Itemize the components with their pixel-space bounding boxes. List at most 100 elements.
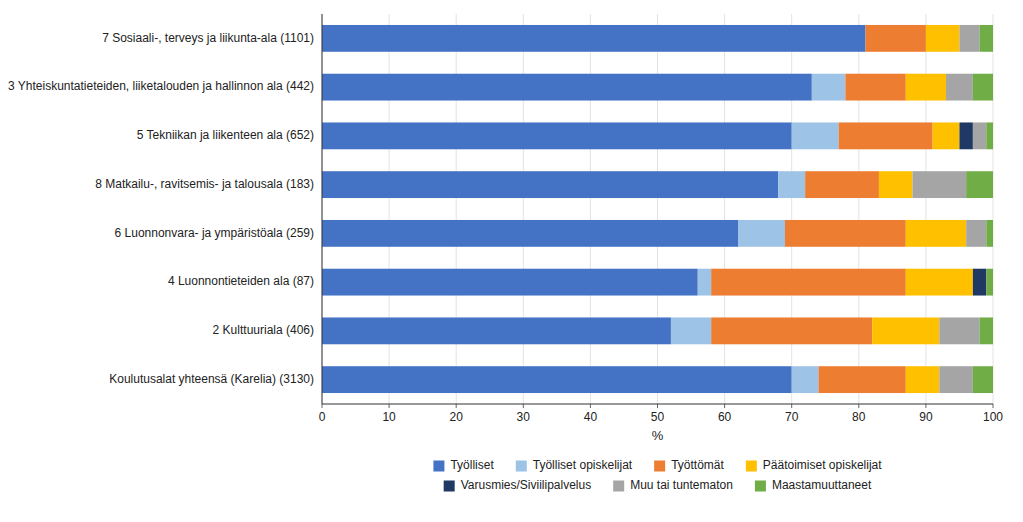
bar-segment <box>973 74 993 101</box>
bar-segment <box>926 25 960 52</box>
tick-mark <box>925 404 926 408</box>
bar-segment <box>986 122 993 149</box>
legend-swatch <box>516 461 527 472</box>
bar-segment <box>906 74 946 101</box>
bar-segment <box>966 220 986 247</box>
bar-segment <box>946 74 973 101</box>
legend-label: Varusmies/Siviilipalvelus <box>461 478 592 492</box>
tick-label: 100 <box>983 410 1003 424</box>
bar-segment <box>778 171 805 198</box>
grid-line <box>523 14 524 404</box>
bar-segment <box>738 220 785 247</box>
bar-segment <box>939 317 979 344</box>
bar-segment <box>906 366 940 393</box>
category-label: 6 Luonnonvara- ja ympäristöala (259) <box>115 226 314 240</box>
tick-label: 50 <box>651 410 665 424</box>
bar-segment <box>872 317 939 344</box>
tick-mark <box>523 404 524 408</box>
grid-line <box>791 14 792 404</box>
bar-segment <box>805 171 879 198</box>
legend-item: Maastamuuttaneet <box>755 478 872 492</box>
tick-mark <box>590 404 591 408</box>
category-label: Koulutusalat yhteensä (Karelia) (3130) <box>109 372 314 386</box>
bar-segment <box>986 269 993 296</box>
legend-label: Työlliset opiskelijat <box>533 458 633 472</box>
bars <box>322 25 993 393</box>
tick-mark <box>389 404 390 408</box>
legend-label: Muu tai tuntematon <box>630 478 733 492</box>
y-axis-line <box>322 14 323 404</box>
legend-item: Työlliset <box>433 458 494 472</box>
legend-item: Työttömät <box>654 458 724 472</box>
bar-segment <box>322 317 671 344</box>
tick-mark <box>858 404 859 408</box>
tick-label: 10 <box>382 410 396 424</box>
tick-mark <box>657 404 658 408</box>
legend-swatch <box>433 461 444 472</box>
tick-label: 90 <box>919 410 933 424</box>
tick-mark <box>322 404 323 408</box>
bar-segment <box>785 220 906 247</box>
tick-label: 80 <box>852 410 866 424</box>
bar-segment <box>322 171 778 198</box>
bar-segment <box>973 366 993 393</box>
bar-segment <box>912 171 966 198</box>
grid-line <box>657 14 658 404</box>
grid-line <box>858 14 859 404</box>
bar-segment <box>959 122 972 149</box>
tick-mark <box>791 404 792 408</box>
tick-mark <box>993 404 994 408</box>
bar-segment <box>322 25 866 52</box>
tick-label: 60 <box>718 410 732 424</box>
bar-segment <box>322 74 812 101</box>
legend-swatch <box>613 481 624 492</box>
legend-swatch <box>654 461 665 472</box>
bar-segment <box>711 317 872 344</box>
legend-label: Päätoimiset opiskelijat <box>763 458 882 472</box>
category-label: 4 Luonnontieteiden ala (87) <box>168 274 314 288</box>
bar-segment <box>792 122 839 149</box>
legend-label: Työttömät <box>671 458 724 472</box>
bar-segment <box>711 269 906 296</box>
series <box>966 25 993 393</box>
tick-mark <box>724 404 725 408</box>
bar-segment <box>933 122 960 149</box>
bar-segment <box>939 366 973 393</box>
bar-segment <box>792 366 819 393</box>
bar-segment <box>906 220 966 247</box>
tick-label: 40 <box>584 410 598 424</box>
bar-segment <box>959 25 979 52</box>
tick-label: 70 <box>785 410 799 424</box>
bar-segment <box>819 366 906 393</box>
category-label: 8 Matkailu-, ravitsemis- ja talousala (1… <box>95 177 314 191</box>
bar-segment <box>986 220 993 247</box>
bar-segment <box>980 317 993 344</box>
grid-line <box>456 14 457 404</box>
grid-line <box>389 14 390 404</box>
bar-segment <box>671 317 711 344</box>
bar-segment <box>973 122 986 149</box>
legend: Työlliset Työlliset opiskelijat Työttömät P… <box>433 458 882 492</box>
grid-line <box>322 14 323 404</box>
bar-segment <box>322 269 698 296</box>
grid-line <box>993 14 994 404</box>
tick-label: 30 <box>517 410 531 424</box>
legend-item: Työlliset opiskelijat <box>516 458 633 472</box>
grid <box>322 14 993 404</box>
tick-mark <box>456 404 457 408</box>
bar-segment <box>973 269 986 296</box>
legend-item: Päätoimiset opiskelijat <box>746 458 882 472</box>
legend-label: Maastamuuttaneet <box>772 478 872 492</box>
bar-segment <box>980 25 993 52</box>
bar-segment <box>839 122 933 149</box>
legend-label: Työlliset <box>450 458 494 472</box>
grid-line <box>590 14 591 404</box>
bar-segment <box>322 122 792 149</box>
legend-item: Muu tai tuntematon <box>613 478 733 492</box>
grid-line <box>925 14 926 404</box>
bar-segment <box>322 366 792 393</box>
x-axis-label: % <box>652 428 664 443</box>
bar-segment <box>966 171 993 198</box>
tick-label: 0 <box>319 410 326 424</box>
category-label: 2 Kulttuuriala (406) <box>213 323 314 337</box>
